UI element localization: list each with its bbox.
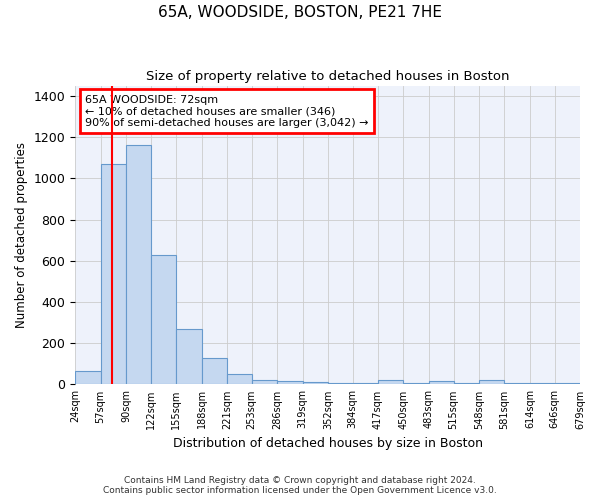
Title: Size of property relative to detached houses in Boston: Size of property relative to detached ho…: [146, 70, 509, 83]
Bar: [277, 382, 302, 384]
Bar: [251, 380, 277, 384]
Y-axis label: Number of detached properties: Number of detached properties: [15, 142, 28, 328]
Text: 65A WOODSIDE: 72sqm
← 10% of detached houses are smaller (346)
90% of semi-detac: 65A WOODSIDE: 72sqm ← 10% of detached ho…: [85, 94, 369, 128]
Bar: [126, 146, 151, 384]
Bar: [302, 382, 328, 384]
Bar: [378, 380, 403, 384]
Bar: [176, 329, 202, 384]
Text: 65A, WOODSIDE, BOSTON, PE21 7HE: 65A, WOODSIDE, BOSTON, PE21 7HE: [158, 5, 442, 20]
Text: Contains HM Land Registry data © Crown copyright and database right 2024.
Contai: Contains HM Land Registry data © Crown c…: [103, 476, 497, 495]
X-axis label: Distribution of detached houses by size in Boston: Distribution of detached houses by size …: [173, 437, 482, 450]
Bar: [101, 164, 126, 384]
Bar: [227, 374, 251, 384]
Bar: [75, 371, 101, 384]
Bar: [151, 254, 176, 384]
Bar: [202, 358, 227, 384]
Bar: [429, 382, 454, 384]
Bar: [479, 380, 505, 384]
